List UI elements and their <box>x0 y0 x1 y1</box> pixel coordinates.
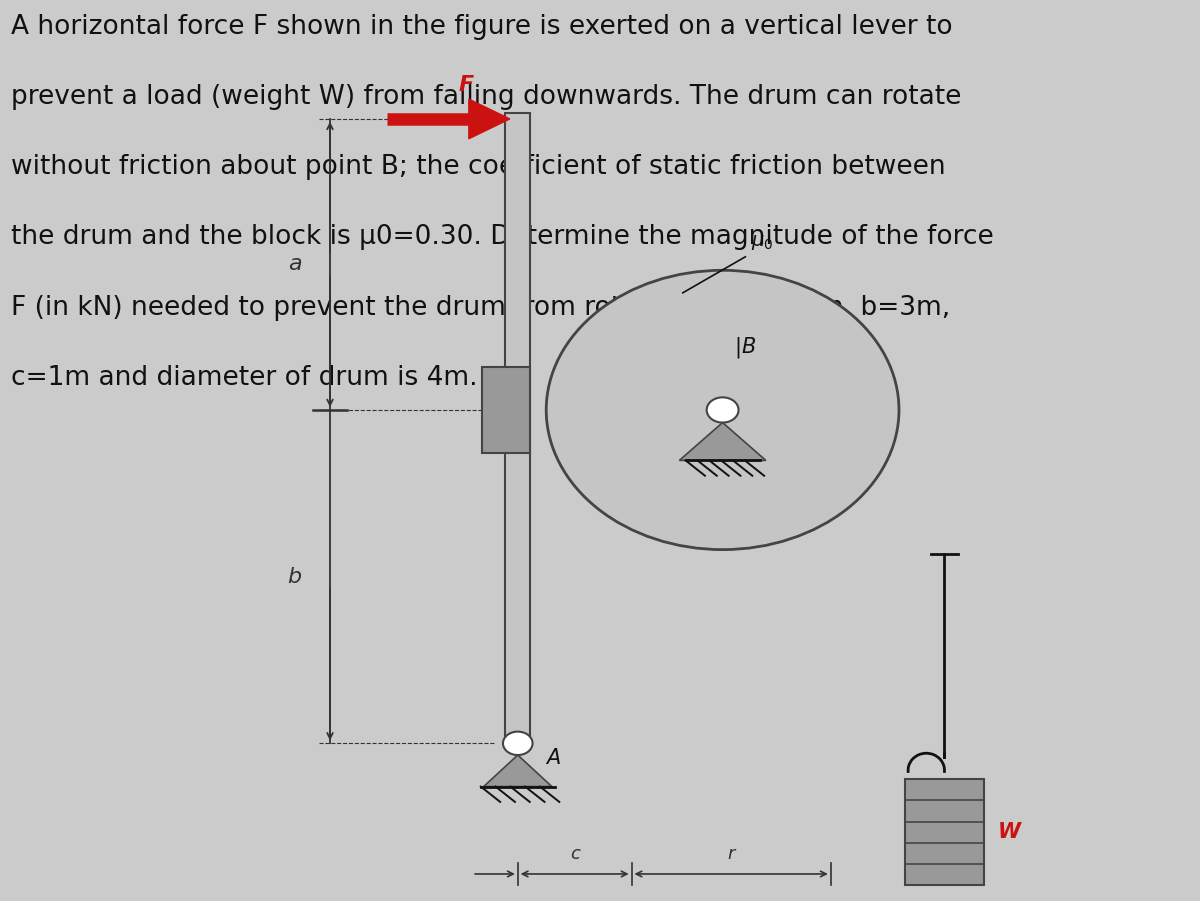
Text: c=1m and diameter of drum is 4m.: c=1m and diameter of drum is 4m. <box>11 365 478 391</box>
Text: $\mu_0$: $\mu_0$ <box>751 233 774 252</box>
Text: c: c <box>570 845 580 863</box>
Circle shape <box>503 732 533 755</box>
Bar <box>505 113 530 743</box>
Polygon shape <box>469 99 510 139</box>
Text: A: A <box>546 748 560 768</box>
Bar <box>905 779 984 885</box>
Text: prevent a load (weight W) from falling downwards. The drum can rotate: prevent a load (weight W) from falling d… <box>11 84 961 110</box>
Polygon shape <box>484 755 552 787</box>
Circle shape <box>707 397 738 423</box>
Text: b: b <box>288 567 301 587</box>
Text: the drum and the block is μ0=0.30. Determine the magnitude of the force: the drum and the block is μ0=0.30. Deter… <box>11 224 994 250</box>
Text: r: r <box>727 845 734 863</box>
Text: F (in kN) needed to prevent the drum from rotating. Use a=4m, b=3m,: F (in kN) needed to prevent the drum fro… <box>11 295 950 321</box>
Text: a: a <box>288 254 301 275</box>
Text: A horizontal force F shown in the figure is exerted on a vertical lever to: A horizontal force F shown in the figure… <box>11 14 953 40</box>
Text: W: W <box>998 822 1021 842</box>
Text: without friction about point B; the coefficient of static friction between: without friction about point B; the coef… <box>11 154 946 180</box>
Polygon shape <box>679 423 766 460</box>
Bar <box>482 368 530 452</box>
Text: $|B$: $|B$ <box>734 335 756 360</box>
Circle shape <box>546 270 899 550</box>
Text: F: F <box>458 75 474 95</box>
